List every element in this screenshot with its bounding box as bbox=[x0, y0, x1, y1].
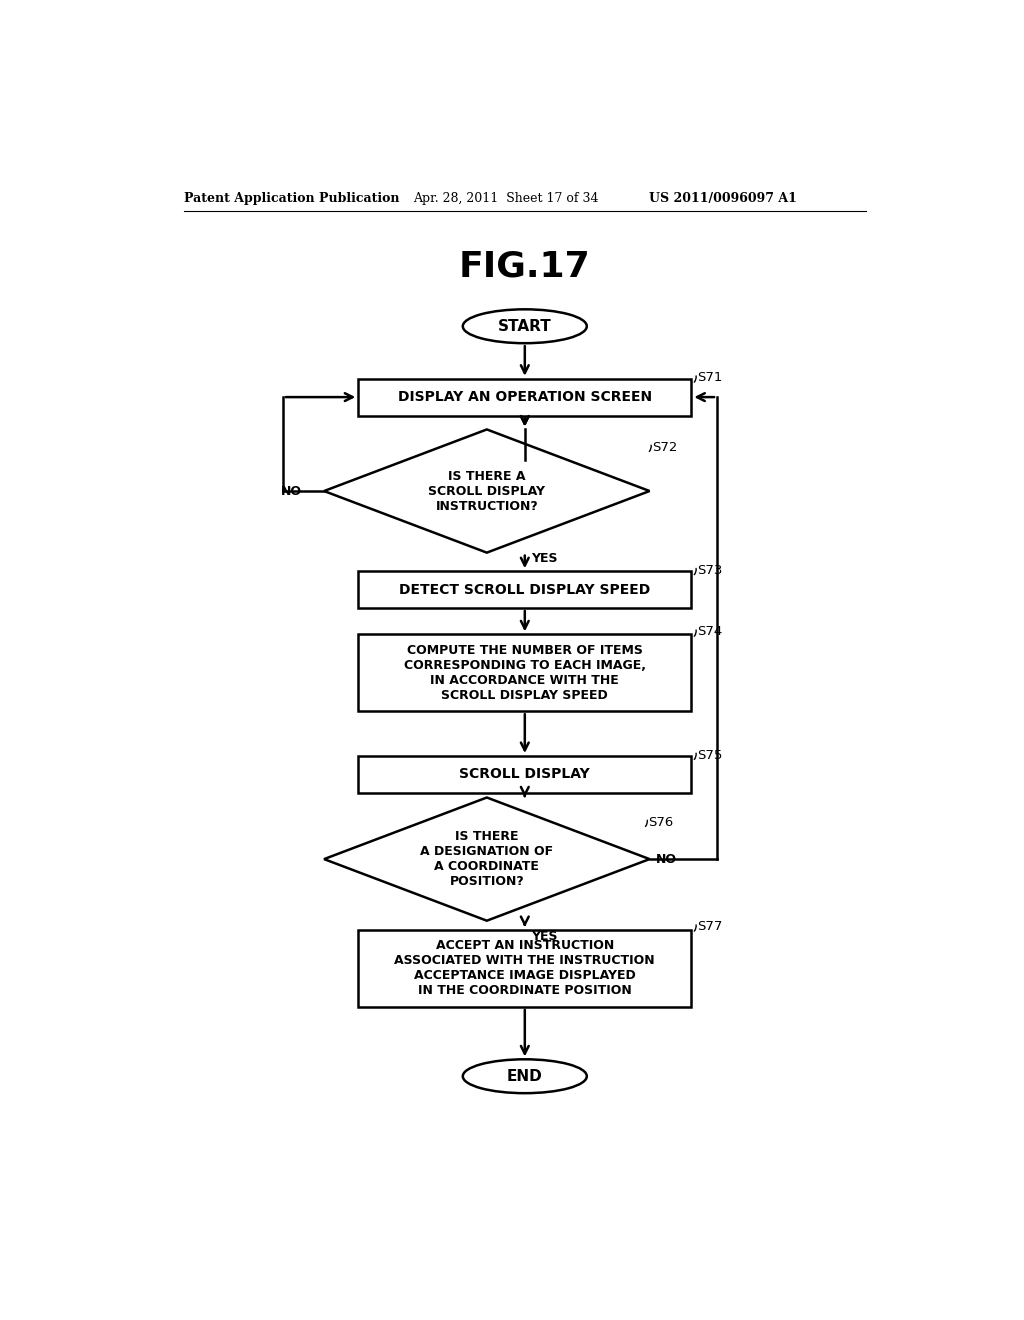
Text: S72: S72 bbox=[652, 441, 677, 454]
FancyBboxPatch shape bbox=[358, 756, 691, 793]
FancyBboxPatch shape bbox=[358, 572, 691, 609]
Text: YES: YES bbox=[531, 552, 557, 565]
Text: Apr. 28, 2011  Sheet 17 of 34: Apr. 28, 2011 Sheet 17 of 34 bbox=[414, 191, 599, 205]
Text: NO: NO bbox=[655, 853, 677, 866]
Text: S73: S73 bbox=[697, 564, 722, 577]
Text: S74: S74 bbox=[697, 626, 722, 639]
Text: DISPLAY AN OPERATION SCREEN: DISPLAY AN OPERATION SCREEN bbox=[397, 391, 652, 404]
Text: START: START bbox=[498, 318, 552, 334]
Text: NO: NO bbox=[282, 484, 302, 498]
FancyBboxPatch shape bbox=[358, 635, 691, 711]
Text: US 2011/0096097 A1: US 2011/0096097 A1 bbox=[649, 191, 797, 205]
Polygon shape bbox=[324, 429, 649, 553]
Text: S76: S76 bbox=[648, 816, 673, 829]
Ellipse shape bbox=[463, 1059, 587, 1093]
Text: S77: S77 bbox=[697, 920, 722, 933]
Text: END: END bbox=[507, 1069, 543, 1084]
Text: DETECT SCROLL DISPLAY SPEED: DETECT SCROLL DISPLAY SPEED bbox=[399, 582, 650, 597]
FancyBboxPatch shape bbox=[358, 379, 691, 416]
Text: SCROLL DISPLAY: SCROLL DISPLAY bbox=[460, 767, 590, 781]
Text: FIG.17: FIG.17 bbox=[459, 249, 591, 284]
Text: S71: S71 bbox=[697, 371, 722, 384]
Ellipse shape bbox=[463, 309, 587, 343]
Text: ACCEPT AN INSTRUCTION
ASSOCIATED WITH THE INSTRUCTION
ACCEPTANCE IMAGE DISPLAYED: ACCEPT AN INSTRUCTION ASSOCIATED WITH TH… bbox=[394, 940, 655, 998]
Text: IS THERE
A DESIGNATION OF
A COORDINATE
POSITION?: IS THERE A DESIGNATION OF A COORDINATE P… bbox=[420, 830, 553, 888]
Text: YES: YES bbox=[531, 929, 557, 942]
Text: Patent Application Publication: Patent Application Publication bbox=[183, 191, 399, 205]
Text: COMPUTE THE NUMBER OF ITEMS
CORRESPONDING TO EACH IMAGE,
IN ACCORDANCE WITH THE
: COMPUTE THE NUMBER OF ITEMS CORRESPONDIN… bbox=[403, 644, 646, 702]
FancyBboxPatch shape bbox=[358, 929, 691, 1007]
Polygon shape bbox=[324, 797, 649, 921]
Text: S75: S75 bbox=[697, 748, 722, 762]
Text: IS THERE A
SCROLL DISPLAY
INSTRUCTION?: IS THERE A SCROLL DISPLAY INSTRUCTION? bbox=[428, 470, 546, 512]
